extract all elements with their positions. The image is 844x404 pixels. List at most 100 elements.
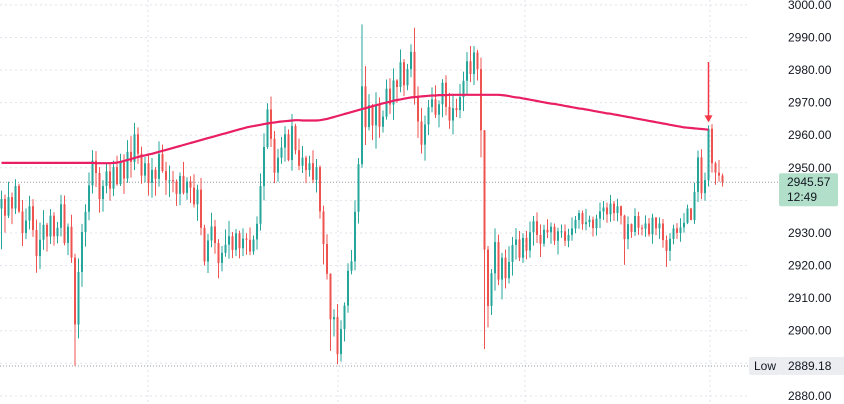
candle-body — [39, 239, 41, 257]
candle-body — [175, 181, 178, 194]
candle-body — [536, 221, 538, 235]
candle-body — [518, 239, 521, 258]
candle-body — [151, 169, 153, 183]
candle — [357, 158, 360, 224]
candle-body — [578, 213, 580, 220]
candle-body — [130, 151, 132, 162]
candle-body — [259, 186, 262, 224]
candle-body — [515, 239, 517, 246]
candle-body — [567, 234, 570, 241]
candle-body — [70, 226, 73, 258]
candle — [119, 153, 122, 187]
candle — [697, 150, 699, 202]
candle — [469, 45, 472, 83]
candle-body — [560, 231, 563, 233]
candle-body — [672, 228, 675, 239]
candle — [35, 219, 38, 273]
candle — [203, 224, 206, 266]
candle — [105, 162, 108, 194]
candle-body — [35, 230, 38, 257]
candle-body — [123, 162, 125, 179]
candle — [60, 194, 62, 237]
candle-body — [298, 150, 300, 166]
candle — [287, 129, 290, 162]
y-tick-label: 2980.00 — [788, 63, 832, 77]
candle — [319, 165, 321, 219]
candle-body — [347, 270, 349, 306]
candle — [238, 230, 241, 259]
candle-body — [273, 138, 276, 173]
low-line-layer — [0, 181, 778, 367]
candle — [578, 210, 580, 229]
candle-body — [18, 186, 20, 212]
candle-body — [574, 219, 577, 229]
candle — [308, 155, 311, 177]
price-tags: Low 2889.18 2945.57 12:49 — [749, 173, 844, 375]
candle-body — [658, 223, 661, 229]
candle-body — [602, 207, 605, 212]
candle — [175, 179, 178, 206]
candle — [193, 174, 195, 208]
candle — [403, 58, 405, 97]
candle-body — [410, 51, 412, 70]
candle-body — [525, 237, 528, 251]
candle-body — [683, 222, 685, 228]
candle-body — [704, 180, 706, 194]
candle-body — [371, 105, 374, 126]
candle — [627, 216, 629, 250]
low-label: Low — [754, 359, 776, 373]
candle-body — [511, 245, 514, 262]
candle-body — [291, 126, 293, 160]
candle — [266, 103, 269, 149]
candle — [704, 172, 706, 201]
candle — [613, 201, 615, 221]
candle-body — [441, 82, 444, 105]
candle-body — [56, 227, 59, 237]
candle-body — [543, 229, 545, 244]
candle — [172, 171, 174, 193]
candle-body — [350, 261, 353, 271]
candle — [487, 245, 489, 328]
candle-body — [427, 107, 430, 125]
candle-body — [242, 238, 244, 249]
candle — [263, 133, 265, 201]
candle — [102, 180, 104, 212]
candle — [273, 130, 276, 184]
candle-body — [487, 249, 489, 306]
candle — [74, 253, 76, 366]
candle — [567, 228, 570, 248]
candle-body — [581, 213, 584, 225]
candle — [648, 217, 650, 237]
moving-average-line — [1, 93, 709, 165]
y-tick-label: 2970.00 — [788, 96, 832, 110]
candle — [259, 173, 262, 231]
candle — [350, 249, 353, 275]
y-tick-label: 2920.00 — [788, 259, 832, 273]
candle-body — [224, 244, 227, 253]
candle — [501, 252, 503, 300]
candle-body — [81, 231, 83, 273]
candle — [690, 207, 692, 221]
candle — [599, 202, 601, 229]
candle — [91, 150, 94, 194]
candle — [130, 136, 132, 178]
low-value-box — [781, 356, 844, 375]
candle — [623, 214, 626, 265]
candle — [126, 140, 129, 183]
candle — [189, 176, 192, 203]
candle — [42, 210, 45, 250]
candle — [672, 224, 675, 245]
candle-body — [413, 51, 416, 96]
candle — [333, 309, 335, 337]
candle — [497, 234, 500, 286]
candle — [571, 217, 573, 241]
candle — [557, 227, 559, 255]
candle-body — [266, 109, 269, 147]
candle — [711, 124, 713, 173]
candle-body — [721, 175, 724, 183]
candle-body — [245, 238, 248, 240]
candle-body — [287, 134, 290, 160]
candle-body — [116, 167, 118, 185]
candle — [679, 218, 682, 242]
